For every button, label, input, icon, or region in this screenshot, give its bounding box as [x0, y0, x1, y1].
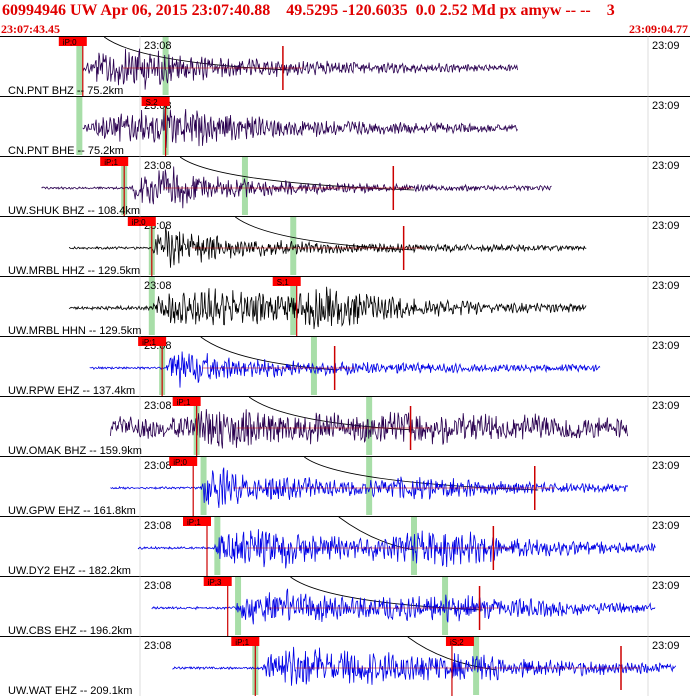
waveform-trace	[82, 48, 518, 90]
pick-label: iP;1	[235, 638, 249, 647]
station-label: UW.RPW EHZ -- 137.4km	[8, 385, 135, 397]
station-label: UW.MRBL HHN -- 129.5km	[8, 325, 141, 337]
travel-time-curve	[407, 636, 497, 671]
time-tick-label: 23:09	[652, 460, 680, 472]
time-tick-label: 23:08	[144, 160, 172, 172]
pick-label: S;1	[277, 278, 290, 287]
waveform-trace	[68, 227, 587, 268]
phase-marker	[241, 157, 248, 215]
phase-marker	[366, 457, 373, 515]
time-tick-label: 23:08	[144, 400, 172, 412]
pick-box	[169, 457, 198, 466]
waveform-trace	[82, 108, 518, 148]
waveform-trace	[151, 588, 656, 625]
start-time-label: 23:07:43.45	[1, 22, 60, 36]
pick-box	[127, 217, 156, 226]
pick-box	[183, 517, 211, 526]
station-label: CN.PNT BHE -- 75.2km	[8, 145, 124, 157]
pick-label: iS;2	[450, 638, 464, 647]
time-tick-label: 23:09	[652, 220, 680, 232]
phase-marker	[148, 277, 155, 335]
time-tick-label: 23:08	[144, 640, 172, 652]
seismogram-plot: 23:08 23:09 iP;0 CN.PNT BHZ -- 75.2km 23:08 2…	[0, 36, 690, 697]
pick-box	[58, 37, 87, 46]
station-label: UW.OMAK BHZ -- 159.9km	[8, 445, 142, 457]
phase-marker	[76, 97, 83, 155]
pick-label: iP;1	[187, 518, 201, 527]
time-tick-label: 23:09	[652, 340, 680, 352]
time-tick-label: 23:09	[652, 400, 680, 412]
time-tick-label: 23:08	[144, 40, 172, 52]
event-title: 60994946 UW Apr 06, 2015 23:07:40.88 49.…	[2, 2, 615, 19]
pick-label: iP;0	[173, 458, 187, 467]
phase-marker	[290, 217, 297, 275]
time-tick-label: 23:09	[652, 100, 680, 112]
pick-label: iP;0	[63, 38, 77, 47]
phase-marker	[76, 37, 83, 95]
waveform-trace	[172, 646, 677, 686]
time-tick-label: 23:09	[652, 640, 680, 652]
pick-label: iP;1	[142, 338, 156, 347]
pick-box	[141, 97, 170, 106]
pick-label: iP;3	[208, 578, 222, 587]
time-tick-label: 23:08	[144, 280, 172, 292]
station-label: UW.CBS EHZ -- 196.2km	[8, 625, 132, 637]
time-tick-label: 23:09	[652, 520, 680, 532]
pick-label: S;2	[146, 98, 159, 107]
pick-label: iP;1	[177, 398, 191, 407]
waveform-trace	[41, 166, 552, 209]
station-label: UW.SHUK BHZ -- 108.4km	[8, 205, 140, 217]
phase-marker	[310, 337, 317, 395]
phase-marker	[473, 637, 480, 695]
travel-time-curve	[179, 156, 415, 191]
waveform-trace	[68, 286, 587, 330]
station-label: UW.WAT EHZ -- 209.1km	[8, 685, 132, 697]
pick-box	[203, 577, 232, 586]
end-time-label: 23:09:04.77	[629, 22, 688, 36]
time-tick-label: 23:09	[652, 160, 680, 172]
time-tick-label: 23:09	[652, 280, 680, 292]
pick-box	[272, 277, 301, 286]
pick-label: iP;0	[132, 218, 146, 227]
time-tick-label: 23:08	[144, 580, 172, 592]
pick-label: iP;1	[104, 158, 118, 167]
waveform-trace	[89, 351, 601, 388]
travel-time-curve	[200, 336, 339, 371]
waveform-trace	[137, 529, 656, 569]
station-label: CN.PNT BHZ -- 75.2km	[8, 85, 123, 97]
pick-box	[445, 637, 474, 646]
phase-marker	[214, 517, 221, 575]
pick-box	[231, 637, 260, 646]
waveform-trace	[110, 467, 629, 508]
time-tick-label: 23:09	[652, 40, 680, 52]
pick-box	[172, 397, 201, 406]
phase-marker	[200, 457, 207, 515]
station-label: UW.DY2 EHZ -- 182.2km	[8, 565, 131, 577]
station-label: UW.MRBL HHZ -- 129.5km	[8, 265, 140, 277]
phase-marker	[235, 577, 242, 635]
pick-box	[138, 337, 167, 346]
time-tick-label: 23:08	[144, 460, 172, 472]
phase-marker	[366, 397, 373, 455]
time-tick-label: 23:08	[144, 520, 172, 532]
pick-box	[100, 157, 129, 166]
station-label: UW.GPW EHZ -- 161.8km	[8, 505, 136, 517]
time-tick-label: 23:09	[652, 580, 680, 592]
